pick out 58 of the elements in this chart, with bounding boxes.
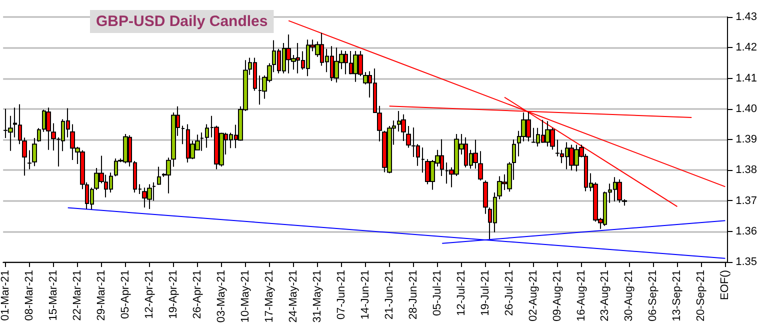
x-tick-label: 30-Aug-21: [623, 270, 636, 322]
y-tick-label: 1.37: [736, 194, 758, 207]
y-tick-label: 1.39: [736, 134, 758, 146]
y-tick-label: 1.41: [736, 72, 758, 84]
x-tick-label: 12-Jul-21: [455, 270, 468, 316]
candlestick: [46, 107, 51, 150]
x-tick-label: 05-Jul-21: [431, 270, 444, 316]
x-tick-label: 15-Mar-21: [47, 270, 60, 321]
x-tick-label: 22-Mar-21: [71, 270, 84, 321]
candlestick: [421, 146, 425, 174]
y-tick-label: 1.40: [736, 102, 758, 115]
x-tick-label: 19-Apr-21: [167, 270, 180, 319]
candlestick: [401, 114, 406, 142]
x-tick-label: 29-Mar-21: [95, 270, 108, 321]
y-tick-label: 1.35: [736, 256, 758, 268]
x-tick-label: 13-Sep-21: [671, 270, 684, 322]
candlestick: [478, 150, 483, 182]
y-tick-label: 1.42: [736, 42, 758, 54]
y-tick-label: 1.38: [736, 164, 758, 176]
x-tick-label: 16-Aug-21: [575, 270, 588, 322]
x-tick-label: 01-Mar-21: [0, 270, 12, 321]
candlestick: [22, 137, 27, 176]
candlestick: [473, 139, 478, 170]
candlestick: [617, 178, 622, 204]
x-tick-label: 05-Apr-21: [119, 270, 132, 319]
candlestick: [27, 150, 32, 170]
y-tick-label: 1.43: [736, 11, 758, 23]
x-tick-label: 07-Jun-21: [335, 270, 348, 320]
x-tick-label: EOF(): [719, 270, 732, 300]
x-tick-label: 31-May-21: [311, 270, 324, 323]
y-tick-label: 1.36: [736, 225, 758, 238]
candlestick: [531, 127, 536, 144]
candlestick: [622, 198, 627, 206]
x-tick-label: 03-May-21: [215, 270, 228, 323]
x-tick-label: 20-Sep-21: [695, 270, 708, 322]
x-tick-label: 02-Aug-21: [527, 270, 540, 322]
candlestick: [406, 126, 411, 148]
x-tick-label: 12-Apr-21: [143, 270, 156, 319]
x-tick-label: 23-Aug-21: [599, 270, 612, 322]
x-tick-label: 06-Sep-21: [647, 270, 660, 322]
candlestick: [32, 137, 37, 167]
candlestick: [181, 125, 185, 145]
x-tick-label: 28-Jun-21: [407, 270, 420, 320]
chart-title: GBP-USD Daily Candles: [96, 13, 268, 30]
x-tick-label: 26-Jul-21: [503, 270, 516, 316]
x-tick-label: 19-Jul-21: [479, 270, 492, 316]
x-tick-label: 24-May-21: [287, 270, 300, 323]
x-tick-label: 09-Aug-21: [551, 270, 564, 322]
x-tick-label: 21-Jun-21: [383, 270, 396, 320]
x-tick-label: 14-Jun-21: [359, 270, 372, 320]
x-tick-label: 10-May-21: [239, 270, 252, 323]
candlestick: [166, 157, 171, 194]
x-tick-label: 08-Mar-21: [23, 270, 36, 321]
candlestick: [157, 166, 161, 186]
x-tick-label: 26-Apr-21: [191, 270, 204, 319]
candlestick: [483, 180, 488, 214]
x-tick-label: 17-May-21: [263, 270, 276, 323]
candlestick: [18, 104, 22, 145]
